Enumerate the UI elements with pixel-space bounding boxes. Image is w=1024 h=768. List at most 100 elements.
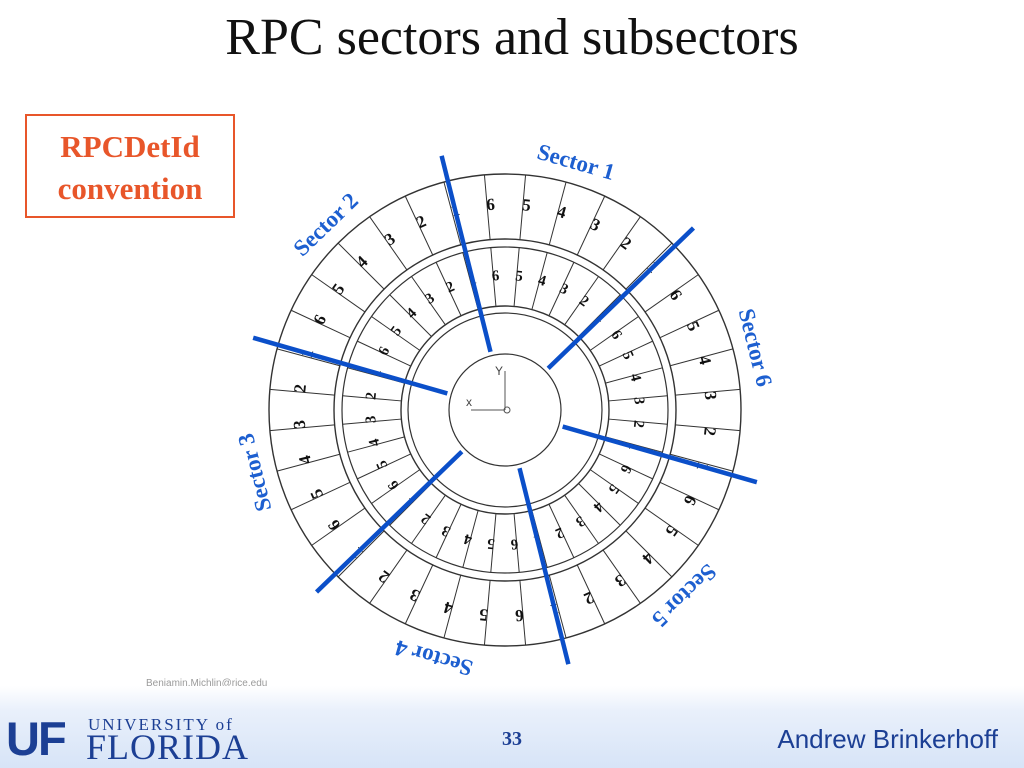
outer-divider <box>311 274 366 313</box>
inner-subsector-number: 3 <box>557 281 571 299</box>
inner-subsector-number: 2 <box>363 391 380 400</box>
outer-subsector-number: 5 <box>328 280 348 298</box>
outer-subsector-number: 3 <box>587 214 603 235</box>
ring-5 <box>448 353 562 467</box>
outer-subsector-number: 6 <box>514 606 524 626</box>
outer-subsector-number: 3 <box>290 419 310 429</box>
inner-subsector-number: 3 <box>439 522 453 540</box>
inner-divider <box>599 340 653 367</box>
inner-divider <box>589 316 639 351</box>
inner-divider <box>389 294 432 337</box>
outer-subsector-number: 2 <box>375 566 393 586</box>
inner-divider <box>411 494 446 544</box>
outer-subsector-number: 2 <box>290 383 310 393</box>
convention-line-1: RPCDetId <box>60 129 200 164</box>
inner-divider <box>435 262 462 316</box>
outer-divider <box>276 453 340 472</box>
outer-subsector-number: 4 <box>695 354 716 367</box>
inner-divider <box>513 513 520 573</box>
outer-divider <box>483 174 491 240</box>
outer-divider <box>644 274 699 313</box>
inner-subsector-number: 4 <box>626 372 643 384</box>
outer-divider <box>369 216 408 271</box>
subsector-dividers <box>269 174 741 646</box>
inner-subsector-number: 2 <box>630 419 647 428</box>
center-axes: xY <box>466 364 511 414</box>
outer-divider <box>290 481 351 511</box>
sector-line <box>517 467 571 665</box>
inner-divider <box>371 469 421 504</box>
outer-subsector-number: 3 <box>407 585 423 606</box>
outer-divider <box>602 549 641 604</box>
outer-divider <box>625 530 673 578</box>
footer-bar <box>0 686 1024 768</box>
outer-subsector-number: 4 <box>352 252 372 272</box>
sector-line <box>562 424 758 485</box>
outer-divider <box>369 549 408 604</box>
convention-line-2: convention <box>57 171 203 206</box>
inner-divider <box>578 483 621 526</box>
inner-subsector-number: 5 <box>514 268 523 285</box>
outer-divider <box>670 453 734 472</box>
inner-divider <box>548 504 575 558</box>
inner-divider <box>564 494 599 544</box>
sector-label: Sector 5 <box>647 559 721 632</box>
ring-4 <box>407 312 603 508</box>
outer-divider <box>548 181 567 245</box>
outer-subsector-number: 3 <box>611 571 629 592</box>
inner-subsector-number: 3 <box>572 512 587 529</box>
outer-subsector-number: 4 <box>555 202 569 223</box>
inner-divider <box>513 247 520 307</box>
ring-3 <box>400 305 610 515</box>
outer-subsector-number: 6 <box>309 312 330 328</box>
outer-divider <box>443 181 462 245</box>
inner-divider <box>435 504 462 558</box>
outer-divider <box>337 530 385 578</box>
outer-subsector-number: 2 <box>617 233 635 253</box>
inner-subsector-number: 4 <box>462 530 474 548</box>
inner-subsector-number: 5 <box>605 481 622 496</box>
outer-subsector-number: 5 <box>661 522 681 540</box>
sector-line <box>439 155 493 353</box>
slide-title: RPC sectors and subsectors <box>225 9 799 66</box>
inner-subsector-number: 4 <box>404 305 421 322</box>
outer-subsector-number: 6 <box>666 286 687 304</box>
ring-1 <box>333 238 677 582</box>
wheel-rings <box>268 173 742 647</box>
outer-subsector-number: 4 <box>638 548 658 568</box>
outer-subsector-number: 2 <box>700 426 720 436</box>
inner-subsector-number: 3 <box>363 415 379 424</box>
inner-divider <box>599 453 653 480</box>
logo-university-of: UNIVERSITY of <box>88 715 234 734</box>
inner-divider <box>605 367 663 384</box>
outer-subsector-number: 5 <box>306 486 327 501</box>
outer-divider <box>675 424 741 432</box>
outer-divider <box>269 424 335 432</box>
x-axis-label: x <box>466 395 472 409</box>
credit-text: Benjamin.Michlin@rice.edu <box>146 678 268 689</box>
inner-divider <box>589 469 639 504</box>
uf-mark: UF <box>6 712 67 765</box>
outer-subsector-number: 4 <box>295 453 316 466</box>
inner-divider <box>371 316 421 351</box>
inner-subsector-number: 6 <box>510 535 519 552</box>
inner-divider <box>342 418 402 425</box>
university-logo: UF UNIVERSITY of FLORIDA <box>6 712 256 767</box>
inner-subsector-number: 5 <box>619 349 637 362</box>
sector-line <box>314 450 464 594</box>
outer-subsector-number: 6 <box>324 516 345 534</box>
inner-divider <box>490 247 497 307</box>
inner-subsector-number: 3 <box>630 396 646 405</box>
outer-divider <box>311 507 366 546</box>
inner-subsector-number: 5 <box>374 458 392 471</box>
y-axis-label: Y <box>495 364 503 378</box>
outer-divider <box>576 564 606 625</box>
outer-divider <box>276 348 340 367</box>
inner-subsector-number: 5 <box>486 535 495 552</box>
inner-subsector-number: 6 <box>607 327 625 343</box>
inner-subsector-number: 6 <box>491 268 500 285</box>
inner-subsector-number: 2 <box>576 293 591 310</box>
outer-divider <box>443 575 462 639</box>
outer-subsector-number: 6 <box>486 195 496 215</box>
